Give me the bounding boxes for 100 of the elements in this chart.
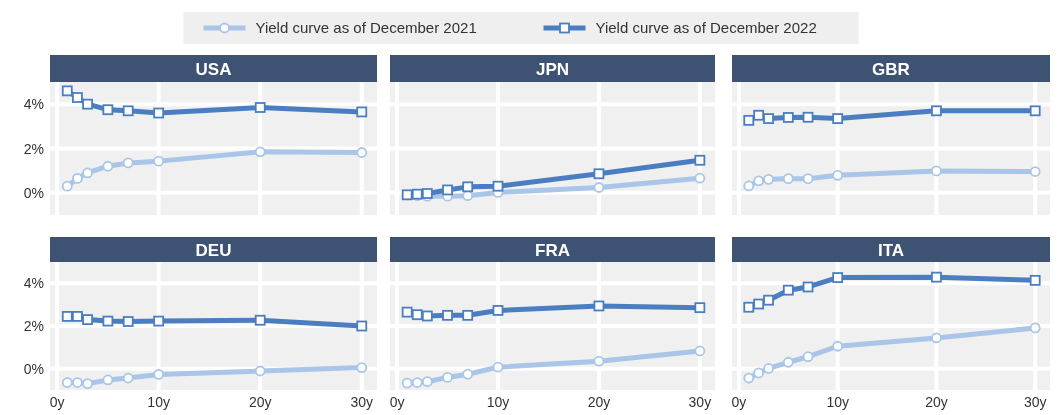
point xyxy=(931,105,942,117)
point xyxy=(492,305,504,316)
chart-title: GBR xyxy=(872,59,910,79)
point xyxy=(802,351,814,363)
point xyxy=(82,98,93,110)
point xyxy=(122,316,134,327)
chart-title: ITA xyxy=(877,240,905,260)
point xyxy=(401,377,413,389)
point xyxy=(254,146,266,158)
point xyxy=(753,367,765,379)
point xyxy=(442,372,453,383)
point xyxy=(122,372,134,384)
y-tick-label: 4% xyxy=(23,96,44,113)
point xyxy=(401,306,413,318)
point xyxy=(782,356,794,368)
point xyxy=(254,365,266,377)
point xyxy=(832,113,844,124)
point xyxy=(442,184,453,196)
point xyxy=(593,182,605,193)
point xyxy=(694,345,706,357)
point xyxy=(1029,105,1041,117)
point xyxy=(61,377,73,388)
x-tick-label: 10y xyxy=(147,394,170,410)
point xyxy=(411,309,423,321)
x-tick-label: 10y xyxy=(486,394,510,410)
y-tick-label: 4% xyxy=(23,275,44,292)
y-tick-label: 2% xyxy=(23,140,44,157)
point xyxy=(593,168,605,180)
point xyxy=(462,181,474,193)
point xyxy=(1029,322,1041,334)
point xyxy=(72,377,83,388)
point xyxy=(1029,166,1041,177)
point xyxy=(356,106,368,118)
point xyxy=(122,157,134,169)
x-tick-label: 20y xyxy=(925,394,948,410)
y-tick-label: 0% xyxy=(23,360,44,377)
point xyxy=(694,172,706,184)
chart-title: DEU xyxy=(195,240,232,260)
y-tick-label: 0% xyxy=(23,184,44,201)
point xyxy=(492,180,504,192)
point xyxy=(694,302,706,314)
chart-title: JPN xyxy=(535,59,570,79)
point xyxy=(593,355,605,367)
point xyxy=(763,113,774,124)
point xyxy=(802,173,814,185)
point xyxy=(743,114,755,126)
point xyxy=(72,311,83,322)
point xyxy=(356,147,368,158)
point xyxy=(743,180,755,192)
legend-label: Yield curve as of December 2022 xyxy=(595,19,817,36)
point xyxy=(832,272,844,283)
point xyxy=(411,377,423,388)
x-tick-label: 20y xyxy=(248,394,272,410)
point xyxy=(72,173,83,184)
point xyxy=(72,92,83,103)
point xyxy=(763,173,774,185)
point xyxy=(931,165,942,177)
point xyxy=(421,376,433,388)
point xyxy=(442,309,453,321)
x-tick-label: 30y xyxy=(350,394,374,410)
point xyxy=(462,309,474,321)
x-tick-label: 0y xyxy=(49,394,65,410)
point xyxy=(753,109,765,121)
point xyxy=(102,315,114,327)
point xyxy=(802,111,814,123)
point xyxy=(782,173,794,185)
point xyxy=(254,314,266,326)
point xyxy=(61,85,73,97)
point xyxy=(82,167,93,179)
x-tick-label: 30y xyxy=(688,394,712,410)
legend-label: Yield curve as of December 2021 xyxy=(255,19,477,36)
chart-title: USA xyxy=(195,59,232,79)
point xyxy=(102,104,114,116)
point xyxy=(153,107,165,119)
point xyxy=(153,369,165,380)
point xyxy=(694,154,706,166)
y-tick-label: 2% xyxy=(23,318,44,334)
point xyxy=(931,271,942,283)
point xyxy=(743,372,755,384)
point xyxy=(102,374,114,386)
point xyxy=(421,310,433,322)
point xyxy=(763,294,774,306)
point xyxy=(82,378,93,389)
point xyxy=(82,314,93,325)
x-tick-label: 0y xyxy=(731,394,747,410)
point xyxy=(153,315,165,327)
point xyxy=(356,320,368,332)
point xyxy=(763,363,774,374)
point xyxy=(356,362,368,373)
point xyxy=(753,175,765,187)
x-tick-label: 10y xyxy=(826,394,849,410)
x-tick-label: 20y xyxy=(587,394,611,410)
point xyxy=(254,102,266,113)
point xyxy=(462,368,474,380)
x-tick-label: 0y xyxy=(389,394,405,410)
x-tick-label: 30y xyxy=(1023,394,1047,410)
point xyxy=(782,284,794,296)
point xyxy=(782,112,794,123)
point xyxy=(61,311,73,322)
point xyxy=(153,155,165,167)
